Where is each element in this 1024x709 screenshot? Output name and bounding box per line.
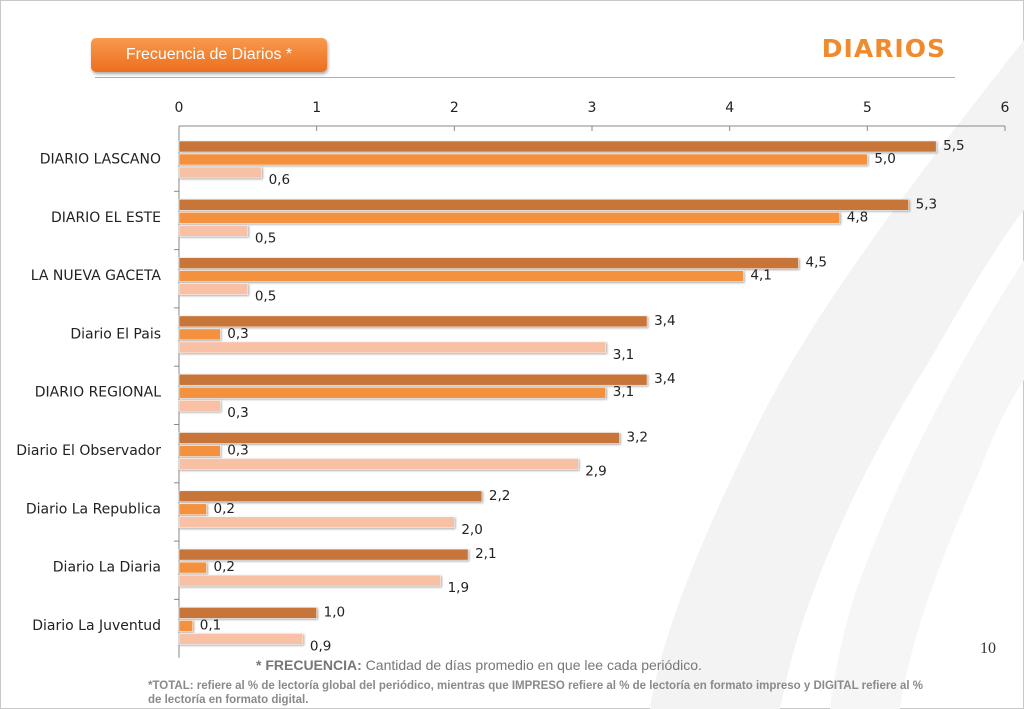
data-label: 2,9 <box>585 464 606 480</box>
bar <box>178 458 579 470</box>
x-tick-label: 3 <box>588 100 597 116</box>
bar <box>178 607 317 619</box>
section-tag: Frecuencia de Diarios * <box>91 38 327 72</box>
data-label: 1,9 <box>448 580 469 596</box>
data-label: 1,0 <box>324 604 345 620</box>
bar <box>178 633 304 645</box>
brand-title: DIARIOS <box>821 34 946 63</box>
bar <box>178 212 841 224</box>
category-label: Diario La Diaria <box>53 560 161 576</box>
bar <box>178 166 262 179</box>
bar <box>178 225 249 237</box>
x-tick-label: 4 <box>725 100 734 116</box>
category-label: Diario La Juventud <box>32 618 161 634</box>
data-label: 3,1 <box>613 347 634 363</box>
bar <box>178 548 469 561</box>
frequency-bar-chart: 0 1 2 3 4 5 6 DIARIO LASCANO 5,5 5,0 0,6 DIARIO EL … <box>16 100 1010 658</box>
x-tick-label: 6 <box>1001 100 1010 116</box>
bar <box>178 328 221 341</box>
data-label: 0,5 <box>255 289 276 305</box>
bar <box>178 445 221 457</box>
category-label: Diario El Observador <box>16 443 161 459</box>
bar <box>178 432 620 444</box>
category-label: DIARIO LASCANO <box>40 152 161 168</box>
data-label: 0,1 <box>200 617 221 633</box>
total-note: *TOTAL: refiere al % de lectoría global … <box>148 680 923 706</box>
section-tag-label: Frecuencia de Diarios * <box>125 46 293 63</box>
data-label: 5,3 <box>916 196 937 212</box>
bar <box>178 574 441 587</box>
category-label: DIARIO EL ESTE <box>51 210 161 226</box>
data-label: 0,3 <box>227 326 248 342</box>
x-tick-label: 5 <box>863 100 872 116</box>
data-label: 0,9 <box>310 638 331 654</box>
data-label: 2,2 <box>489 488 510 504</box>
bar <box>178 373 648 386</box>
data-label: 5,5 <box>943 138 964 154</box>
bar <box>178 270 744 282</box>
x-tick-label: 2 <box>450 100 459 116</box>
data-label: 3,2 <box>627 430 648 446</box>
data-label: 3,1 <box>613 384 634 400</box>
category-label: Diario El Pais <box>70 326 161 342</box>
data-label: 0,2 <box>214 501 235 517</box>
bar <box>178 386 607 399</box>
header-divider <box>95 77 955 78</box>
data-label: 4,8 <box>847 209 868 225</box>
category-label: Diario La Republica <box>26 501 161 517</box>
bar <box>178 516 455 529</box>
bar <box>178 341 607 354</box>
data-label: 3,4 <box>654 313 675 329</box>
bar <box>178 140 937 153</box>
bar <box>178 561 207 574</box>
data-label: 4,5 <box>806 255 827 271</box>
frequency-note-text: Cantidad de días promedio en que lee cad… <box>361 657 702 673</box>
bar <box>178 153 868 166</box>
data-label: 3,4 <box>654 371 675 387</box>
data-label: 0,3 <box>227 443 248 459</box>
data-label: 2,0 <box>461 522 482 538</box>
page-number: 10 <box>980 640 996 657</box>
data-label: 0,6 <box>269 172 290 188</box>
bar <box>178 399 221 412</box>
category-label: LA NUEVA GACETA <box>31 268 162 284</box>
data-label: 4,1 <box>750 268 771 284</box>
frequency-note: * FRECUENCIA: Cantidad de días promedio … <box>256 657 702 673</box>
data-label: 0,2 <box>214 559 235 575</box>
bar <box>178 283 249 295</box>
data-label: 5,0 <box>874 151 895 167</box>
bar <box>178 503 207 516</box>
data-label: 0,3 <box>227 405 248 421</box>
bar <box>178 315 648 328</box>
bar <box>178 620 194 632</box>
data-label: 0,5 <box>255 230 276 246</box>
bar <box>178 257 799 269</box>
data-label: 2,1 <box>475 546 496 562</box>
x-tick-label: 1 <box>312 100 321 116</box>
bar <box>178 199 909 211</box>
category-label: DIARIO REGIONAL <box>35 385 161 401</box>
x-tick-label: 0 <box>175 100 184 116</box>
frequency-note-bold: * FRECUENCIA: <box>256 657 362 673</box>
bar <box>178 490 483 503</box>
